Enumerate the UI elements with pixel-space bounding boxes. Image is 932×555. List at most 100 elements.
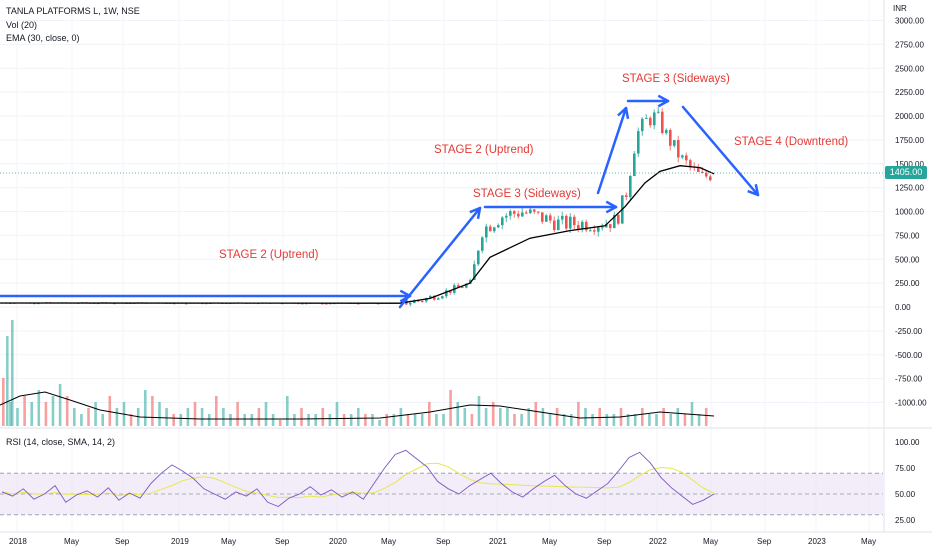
volume-bar (286, 396, 289, 426)
rsi-line (1, 449, 715, 508)
volume-bar (676, 408, 680, 426)
volume-bar (570, 414, 573, 426)
candle-body (613, 214, 616, 229)
stage-annotation: STAGE 3 (Sideways) (473, 188, 581, 200)
candle-body (33, 303, 36, 305)
candle-body (433, 295, 436, 300)
volume-bar (527, 408, 530, 426)
time-tick-label: 2020 (329, 537, 347, 546)
candle-body (537, 211, 540, 213)
candle-body (325, 303, 328, 305)
candle-body (549, 215, 552, 221)
candle-body (473, 264, 476, 281)
candle-body (665, 129, 668, 134)
candle-body (505, 215, 508, 218)
time-tick-label: 2018 (9, 537, 27, 546)
price-tick-label: 250.00 (895, 279, 920, 288)
volume-bar (428, 402, 431, 426)
stage-annotation: STAGE 3 (Sideways) (622, 73, 730, 85)
candle-body (653, 112, 656, 126)
time-tick-label: May (381, 537, 396, 546)
volume-bar (193, 402, 197, 426)
volume-bar (129, 414, 133, 426)
volume-bar (293, 414, 296, 426)
volume-bar (662, 408, 665, 426)
candle-body (673, 140, 676, 146)
volume-bar (257, 408, 261, 426)
candle-body (445, 290, 448, 297)
volume-bar (44, 402, 48, 426)
volume-bar (378, 420, 381, 426)
candle-body (577, 225, 580, 230)
candle-body (569, 216, 572, 229)
volume-bar (385, 414, 388, 426)
candle-body (649, 117, 652, 126)
price-tick-label: 1000.00 (895, 208, 924, 217)
time-tick-label: Sep (436, 537, 451, 546)
time-tick-label: May (221, 537, 236, 546)
candle-body (561, 215, 564, 220)
volume-bar (158, 402, 161, 426)
candle-body (629, 176, 632, 198)
currency-label: INR (893, 4, 907, 13)
volume-bar (6, 336, 9, 426)
volume-bar (215, 396, 218, 426)
volume-bar (186, 408, 190, 426)
volume-bar (307, 414, 310, 426)
candle-body (661, 111, 664, 134)
time-tick-label: 2019 (171, 537, 189, 546)
candle-body (477, 250, 480, 265)
candle-body (657, 111, 660, 113)
volume-bar (548, 414, 552, 426)
candle-body (633, 153, 636, 177)
candle-body (697, 167, 700, 173)
price-tick-label: 750.00 (895, 231, 920, 240)
volume-bar (58, 384, 62, 426)
candle-body (321, 303, 324, 305)
candle-body (585, 221, 588, 231)
volume-bar (435, 414, 438, 426)
volume-bar (534, 402, 538, 426)
candle-body (593, 230, 596, 232)
volume-bar (399, 408, 403, 426)
candle-body (637, 131, 640, 154)
volume-bar (87, 408, 90, 426)
candle-body (497, 225, 500, 228)
candle-body (609, 224, 612, 229)
time-tick-label: 2021 (489, 537, 507, 546)
candle-body (493, 227, 496, 232)
volume-bar (477, 396, 481, 426)
candle-body (437, 298, 440, 300)
volume-bar (669, 414, 672, 426)
price-tick-label: -250.00 (895, 327, 923, 336)
volume-bar (626, 414, 630, 426)
candle-body (617, 214, 620, 224)
volume-bar (328, 414, 332, 426)
candle-body (553, 220, 556, 231)
volume-bar (335, 402, 339, 426)
candle-body (457, 285, 460, 288)
volume-bar (605, 414, 609, 426)
volume-bar (413, 414, 417, 426)
price-tick-label: 2250.00 (895, 88, 924, 97)
price-tick-label: 1250.00 (895, 184, 924, 193)
volume-bar (562, 414, 566, 426)
time-tick-label: May (64, 537, 79, 546)
price-tick-label: 2500.00 (895, 64, 924, 73)
volume-bar (406, 414, 410, 426)
rsi-tick-label: 25.00 (895, 516, 916, 525)
candle-body (605, 224, 608, 228)
stage-2a-arrow-head (469, 206, 482, 220)
volume-bar (101, 414, 104, 426)
volume-bar (704, 408, 708, 426)
volume-bar (655, 414, 658, 426)
candle-body (689, 160, 692, 167)
candle-body (501, 217, 504, 226)
candle-body (573, 216, 576, 226)
volume-bar (364, 414, 367, 426)
volume-bar (222, 408, 225, 426)
candle-body (565, 215, 568, 229)
candle-body (525, 212, 528, 214)
